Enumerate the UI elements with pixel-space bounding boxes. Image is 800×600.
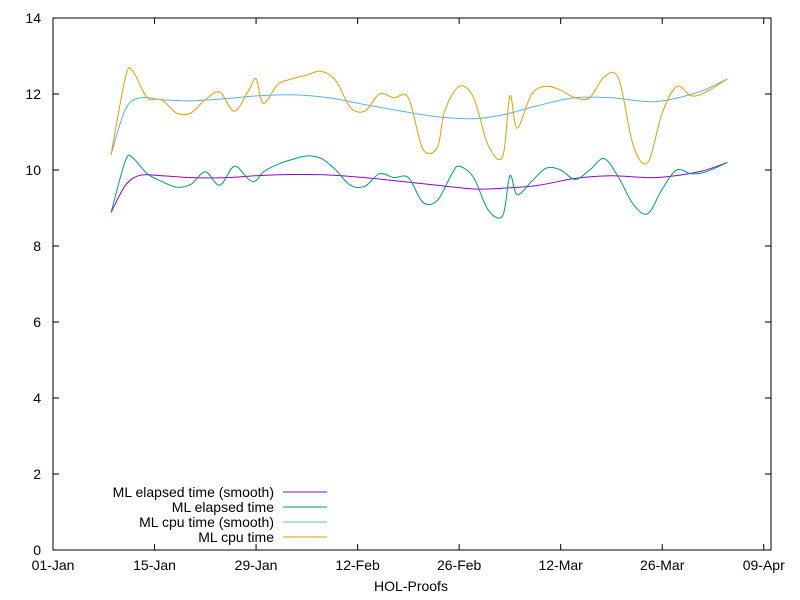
legend-label: ML cpu time (198, 529, 274, 545)
x-tick-label: 15-Jan (133, 557, 176, 573)
y-tick-label: 6 (33, 314, 41, 330)
y-tick-label: 0 (33, 542, 41, 558)
legend-entry-cpu-smooth: ML cpu time (smooth) (139, 514, 327, 530)
y-tick-label: 10 (25, 162, 41, 178)
x-tick-label: 12-Mar (538, 557, 583, 573)
y-tick-label: 2 (33, 466, 41, 482)
series-line-cpu (110, 67, 728, 165)
y-tick-label: 4 (33, 390, 41, 406)
series-line-elapsed-smooth (110, 161, 728, 213)
series-line-cpu-smooth (110, 78, 728, 155)
plot-frame (52, 17, 772, 551)
series-line-elapsed (110, 154, 728, 219)
legend-entry-cpu: ML cpu time (198, 529, 327, 545)
legend-entry-elapsed-smooth: ML elapsed time (smooth) (113, 484, 327, 500)
series-lines (110, 67, 728, 219)
legend-label: ML elapsed time (smooth) (113, 484, 274, 500)
legend: ML elapsed time (smooth)ML elapsed timeM… (113, 484, 327, 545)
legend-label: ML cpu time (smooth) (139, 514, 274, 530)
x-tick-label: 09-Apr (743, 557, 785, 573)
x-tick-label: 12-Feb (335, 557, 380, 573)
x-axis-title: HOL-Proofs (374, 578, 448, 594)
axis-ticks: 0 2 4 6 8 10 12 14 01-Jan 15-Jan 29-Jan 12-Feb 26-Fe… (25, 10, 785, 573)
y-tick-label: 14 (25, 10, 41, 26)
y-tick-label: 8 (33, 238, 41, 254)
x-tick-label: 29-Jan (235, 557, 278, 573)
legend-entry-elapsed: ML elapsed time (172, 499, 327, 515)
legend-label: ML elapsed time (172, 499, 274, 515)
x-tick-label: 26-Feb (437, 557, 482, 573)
x-tick-label: 26-Mar (640, 557, 685, 573)
x-tick-label: 01-Jan (32, 557, 75, 573)
y-tick-label: 12 (25, 86, 41, 102)
